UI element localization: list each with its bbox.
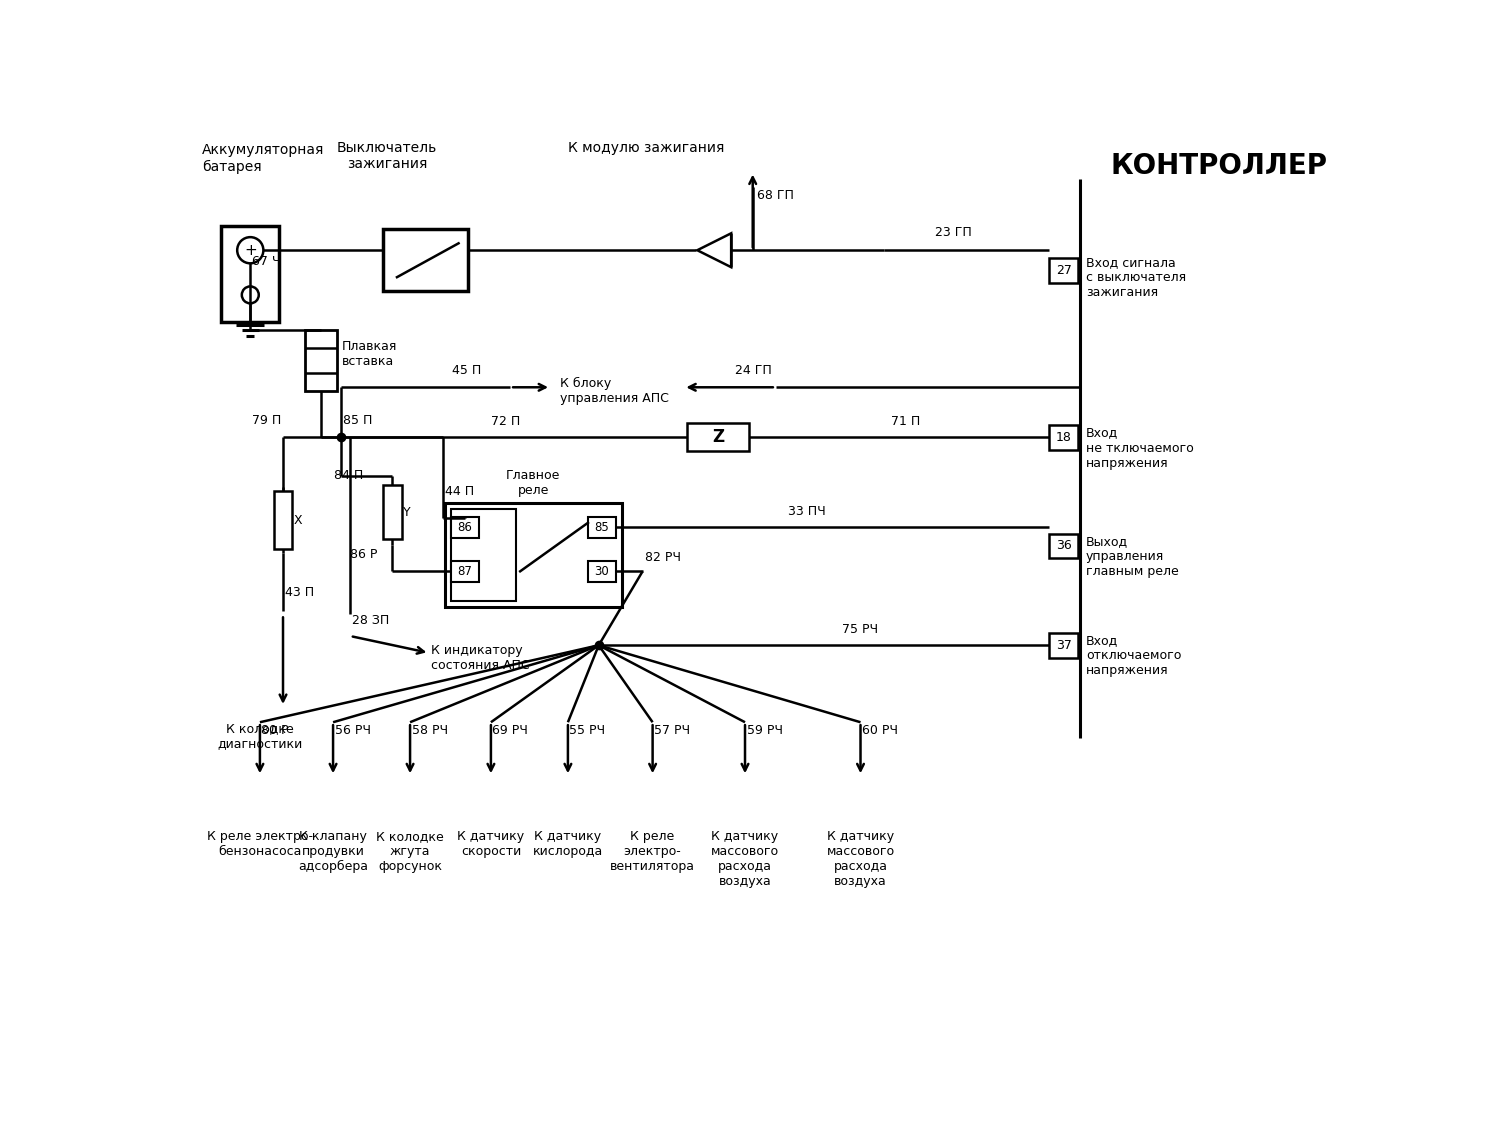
Bar [221,226,280,322]
Text: 30: 30 [595,565,608,578]
Bar [274,491,292,549]
Text: 85: 85 [595,521,608,534]
Text: Аккумуляторная
батарея: Аккумуляторная батарея [202,143,324,174]
Text: Вход
отключаемого
напряжения: Вход отключаемого напряжения [1087,635,1181,677]
Text: 55 РЧ: 55 РЧ [570,724,605,737]
Bar [451,561,478,582]
Text: 59 РЧ: 59 РЧ [746,724,782,737]
Text: Плавкая
вставка: Плавкая вставка [341,340,396,368]
Text: 56 РЧ: 56 РЧ [335,724,371,737]
Text: КОНТРОЛЛЕР: КОНТРОЛЛЕР [1111,152,1328,180]
Text: К датчику
скорости: К датчику скорости [457,830,525,858]
Text: 68 ГП: 68 ГП [756,188,794,202]
Text: 43 П: 43 П [284,586,314,600]
Text: 37: 37 [1055,638,1072,652]
Text: Главное
реле: Главное реле [507,468,561,497]
Text: 82 РЧ: 82 РЧ [644,550,680,564]
Bar [688,424,749,451]
Text: 80 Р: 80 Р [262,724,289,737]
Bar [383,230,468,291]
Text: 33 ПЧ: 33 ПЧ [788,505,825,518]
Text: 18: 18 [1055,431,1072,444]
Polygon shape [697,233,731,267]
Text: 69 РЧ: 69 РЧ [492,724,528,737]
Text: 57 РЧ: 57 РЧ [655,724,691,737]
Bar [444,502,622,606]
Text: 58 РЧ: 58 РЧ [411,724,447,737]
Bar [451,516,478,538]
Text: К датчику
массового
расхода
воздуха: К датчику массового расхода воздуха [712,830,779,888]
Text: 75 РЧ: 75 РЧ [843,624,879,636]
Text: К модулю зажигания: К модулю зажигания [568,140,724,155]
Text: Вход сигнала
с выключателя
зажигания: Вход сигнала с выключателя зажигания [1087,257,1186,299]
Text: К датчику
массового
расхода
воздуха: К датчику массового расхода воздуха [827,830,894,888]
Bar [1049,425,1078,450]
Bar [1049,533,1078,558]
Bar [305,330,336,392]
Text: 36: 36 [1055,539,1072,553]
Text: К реле электро-
бензонасоса: К реле электро- бензонасоса [206,830,312,858]
Bar [588,561,616,582]
Text: 27: 27 [1055,264,1072,276]
Text: 86 Р: 86 Р [350,548,377,561]
Text: 23 ГП: 23 ГП [934,226,972,240]
Text: +: + [244,243,257,258]
Text: К блоку
управления АПС: К блоку управления АПС [561,377,670,404]
Text: Вход
не тключаемого
напряжения: Вход не тключаемого напряжения [1087,427,1195,469]
Text: Выключатель
зажигания: Выключатель зажигания [336,140,437,171]
Text: 45 П: 45 П [453,363,481,377]
Text: К колодке
диагностики: К колодке диагностики [217,722,302,750]
Text: 84 П: 84 П [333,469,363,482]
Text: 85 П: 85 П [342,413,372,427]
Text: 79 П: 79 П [253,413,281,427]
Text: 24 ГП: 24 ГП [736,363,771,377]
Bar [588,516,616,538]
Text: К индикатору
состояния АПС: К индикатору состояния АПС [431,644,529,671]
Bar [383,485,402,539]
Text: Z: Z [712,428,724,447]
Text: Y: Y [404,506,411,518]
Text: 60 РЧ: 60 РЧ [863,724,898,737]
Text: 71 П: 71 П [891,415,921,428]
Bar [451,509,516,601]
Text: 28 ЗП: 28 ЗП [351,614,389,627]
Text: 44 П: 44 П [444,484,474,498]
Bar [1049,258,1078,282]
Text: 72 П: 72 П [490,415,520,428]
Text: 87: 87 [457,565,472,578]
Text: X: X [295,514,302,526]
Text: К датчику
кислорода: К датчику кислорода [532,830,602,858]
Bar [1049,633,1078,658]
Text: К колодке
жгута
форсунок: К колодке жгута форсунок [377,830,444,872]
Text: К клапану
продувки
адсорбера: К клапану продувки адсорбера [298,830,368,874]
Text: 86: 86 [457,521,472,534]
Text: 67 Ч: 67 Ч [251,255,281,268]
Text: К реле
электро-
вентилятора: К реле электро- вентилятора [610,830,695,872]
Text: Выход
управления
главным реле: Выход управления главным реле [1087,536,1180,578]
